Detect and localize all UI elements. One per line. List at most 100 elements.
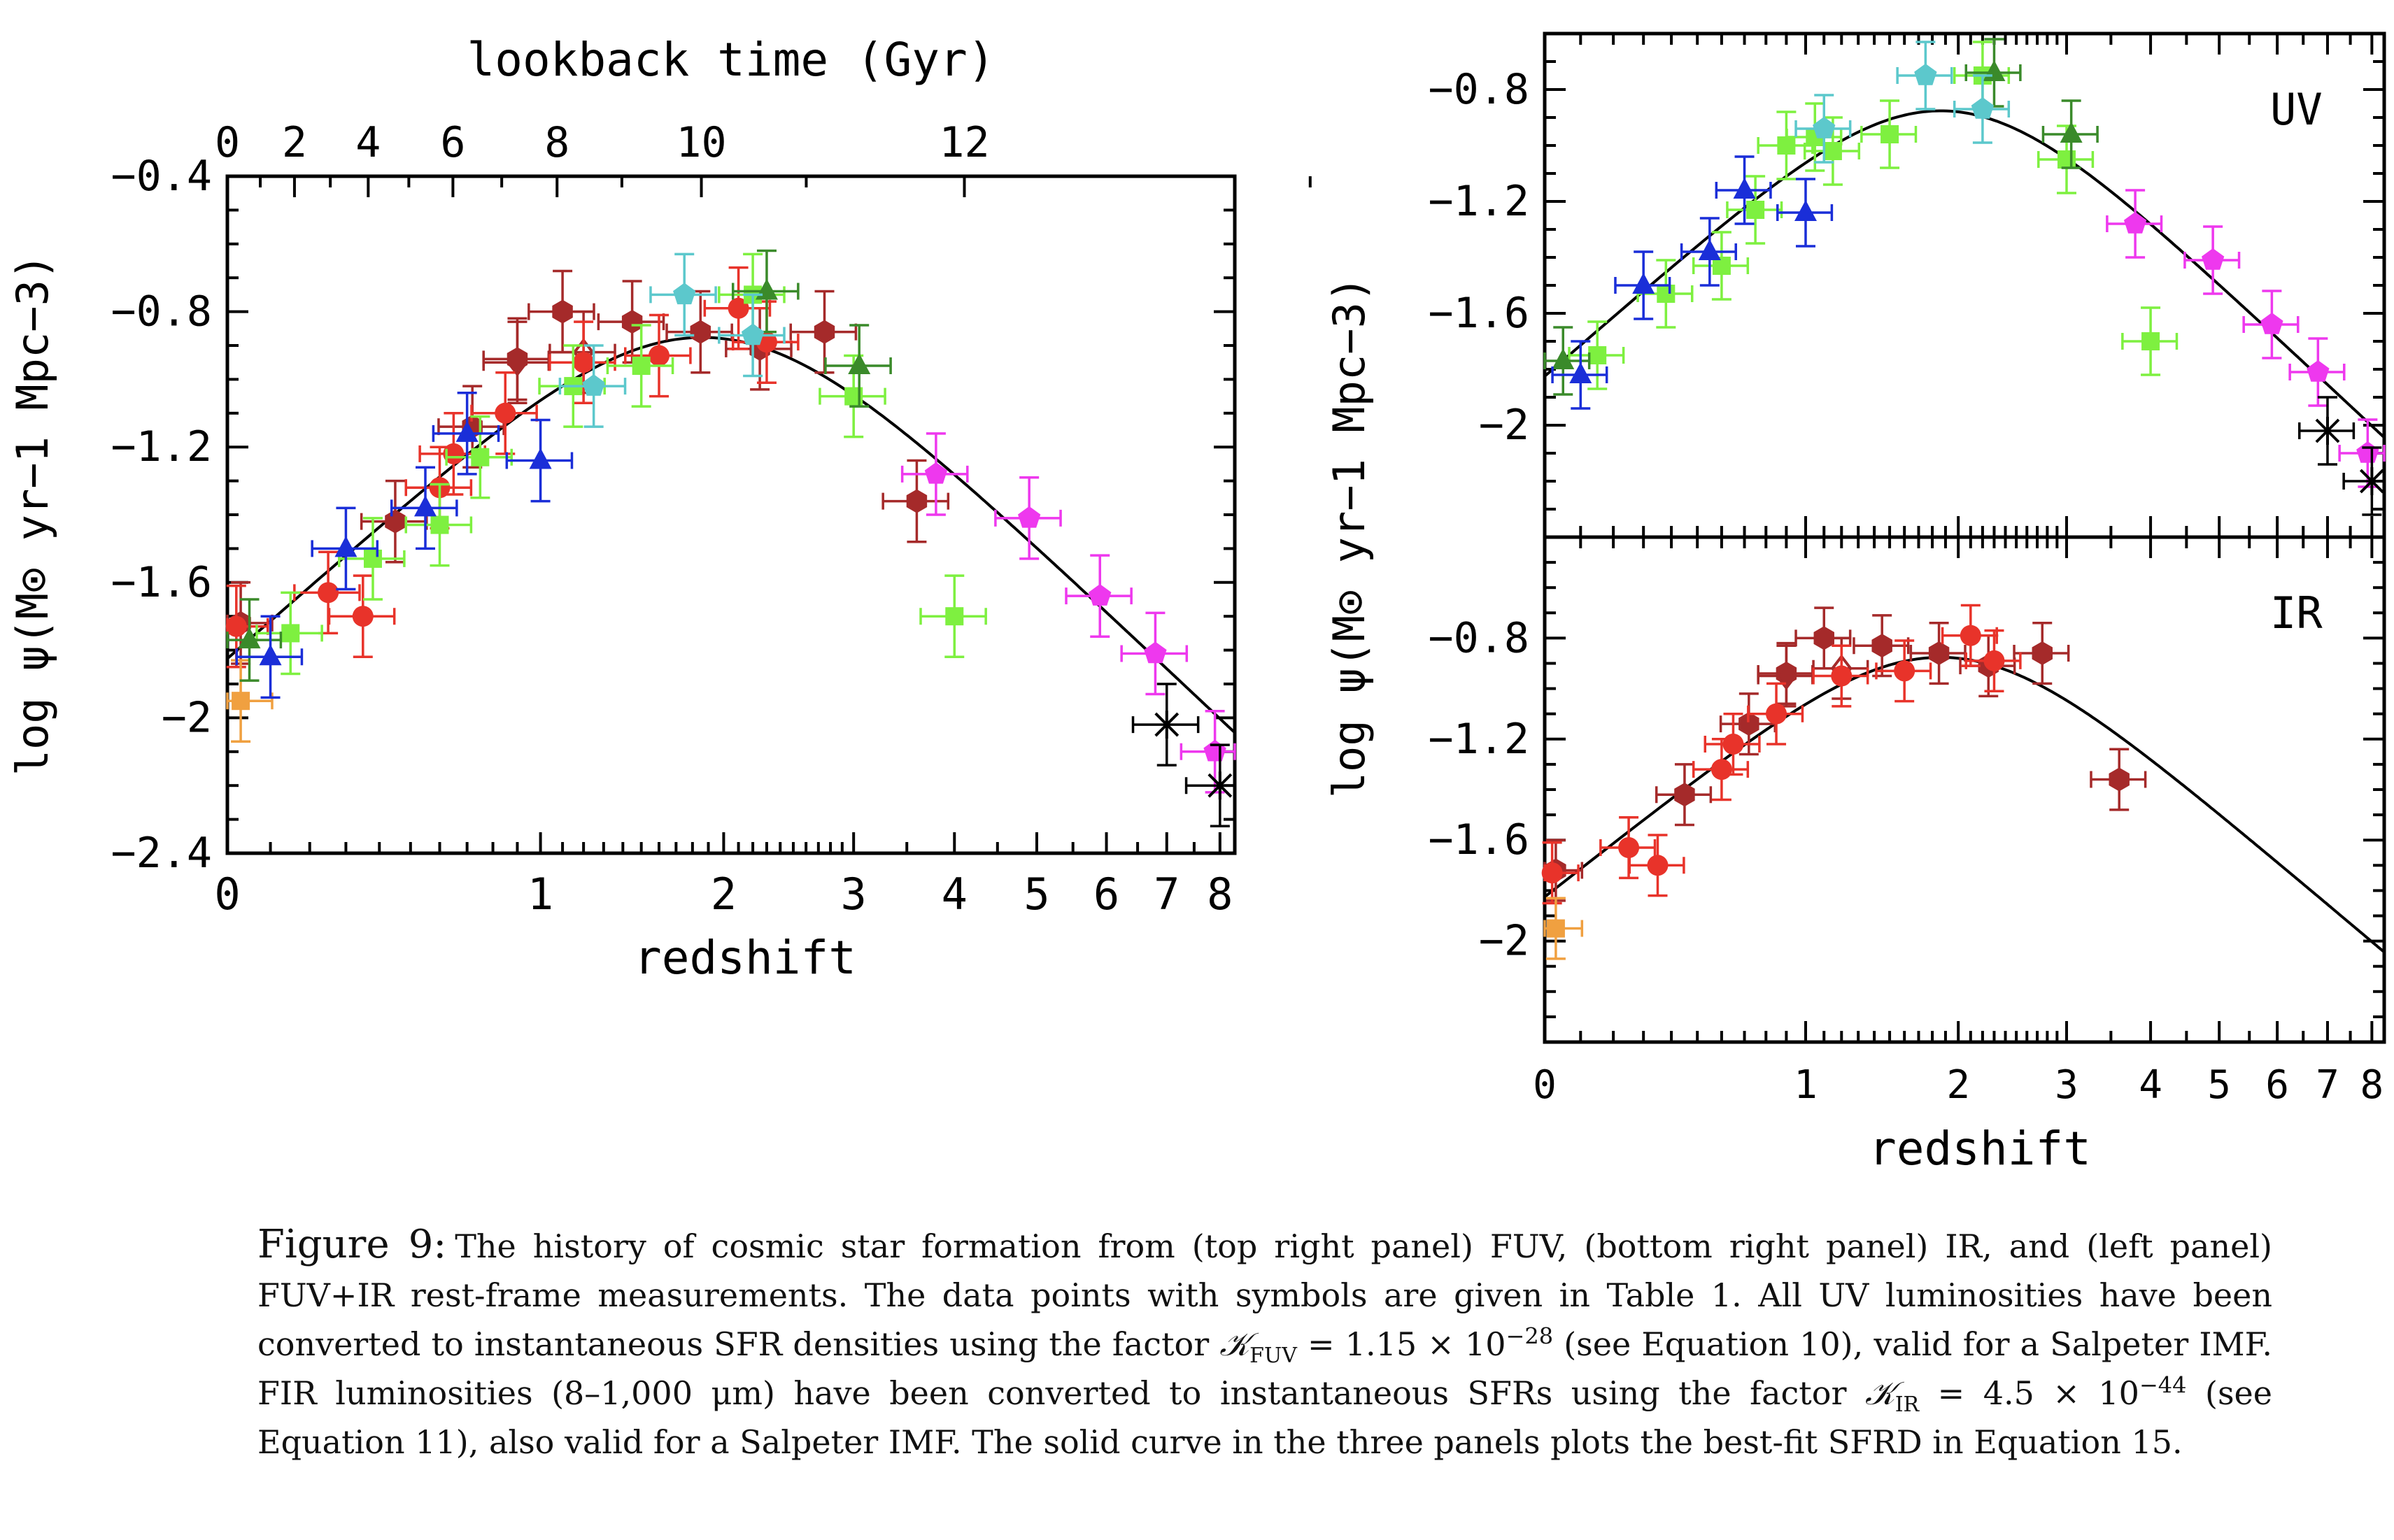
- data-point: [690, 320, 711, 344]
- right-y-axis-label: log ψ(M⊙ yr−1 Mpc−3): [1324, 276, 1375, 799]
- data-point: [2032, 641, 2053, 666]
- right-bottom-panel-ir: 0 1 2 3 4 5 6 7 8 −0.8 −1.2 −1.6 −2 IR redshift log …: [1324, 276, 2386, 1176]
- kfuv-symbol: 𝒦: [1219, 1325, 1250, 1363]
- data-point: [1657, 285, 1676, 303]
- top-tick-label: 4: [355, 118, 381, 167]
- data-point: [1588, 346, 1607, 364]
- data-point: [1738, 712, 1759, 736]
- data-point: [443, 443, 465, 464]
- left-top-axis-label: lookback time (Gyr): [467, 33, 996, 87]
- data-point: [2356, 441, 2379, 463]
- data-point: [281, 624, 300, 643]
- best-fit-sfrd-curve: [1543, 109, 2386, 439]
- y-tick-label: −2.4: [111, 829, 213, 878]
- data-point: [848, 353, 871, 375]
- kir-exponent: −44: [2139, 1371, 2187, 1399]
- data-point: [2260, 313, 2283, 334]
- top-tick-label: 8: [544, 118, 569, 167]
- data-point: [1983, 650, 2005, 671]
- left-plot-frame: [225, 174, 1237, 855]
- x-tick-label: 3: [841, 869, 867, 920]
- data-point: [2141, 332, 2160, 350]
- data-point: [906, 489, 928, 513]
- x-tick-label: 1: [1794, 1062, 1818, 1108]
- data-point: [471, 448, 490, 466]
- y-tick-label: −2: [1479, 401, 1529, 450]
- y-tick-label: −2: [1479, 917, 1529, 966]
- kir-value: = 4.5 × 10: [1919, 1374, 2139, 1412]
- data-point: [1144, 641, 1167, 664]
- top-tick-label: 12: [939, 118, 989, 167]
- kir-subscript: IR: [1894, 1392, 1920, 1418]
- uv-data-points: [1543, 38, 2386, 516]
- x-tick-label: 1: [527, 869, 553, 920]
- x-tick-label: 4: [942, 869, 968, 920]
- x-tick-label: 5: [1024, 869, 1049, 920]
- x-tick-label: 7: [2316, 1062, 2339, 1108]
- data-point: [2123, 212, 2147, 234]
- data-point: [1871, 634, 1892, 658]
- error-bar: [482, 320, 551, 405]
- data-point: [1647, 855, 1669, 876]
- data-point: [1017, 506, 1041, 528]
- data-point: [385, 509, 406, 534]
- data-point: [1710, 759, 1732, 780]
- data-point: [1928, 641, 1950, 666]
- x-tick-label: 2: [711, 869, 737, 920]
- data-point: [1552, 348, 1575, 369]
- data-point: [1823, 142, 1842, 160]
- caption-text-1: The history of cosmic star formation fro…: [257, 1227, 2272, 1363]
- data-point: [1813, 117, 1836, 138]
- data-point: [673, 283, 696, 305]
- ir-axis-ticks: 0 1 2 3 4 5 6 7 8 −0.8 −1.2 −1.6 −2: [1429, 536, 2384, 1108]
- data-point: [506, 348, 528, 377]
- best-fit-sfrd-curve: [1543, 655, 2386, 953]
- x-tick-label: 2: [1946, 1062, 1970, 1108]
- data-point: [945, 607, 964, 626]
- y-tick-label: −0.8: [1429, 65, 1530, 114]
- data-point: [1632, 273, 1655, 294]
- x-tick-label: 8: [1207, 869, 1233, 920]
- y-tick-label: −1.2: [111, 422, 213, 471]
- data-point: [1546, 919, 1565, 938]
- data-point: [232, 692, 250, 711]
- data-point: [430, 515, 449, 534]
- kfuv-value: = 1.15 × 10: [1296, 1325, 1506, 1363]
- data-point: [455, 420, 479, 442]
- data-point: [2060, 122, 2083, 143]
- right-top-panel-uv: −0.8 −1.2 −1.6 −2 UV: [1429, 31, 2386, 539]
- y-tick-label: −2: [162, 693, 212, 742]
- data-point: [741, 323, 765, 345]
- data-point: [552, 299, 573, 324]
- caption-label: Figure 9:: [257, 1222, 447, 1267]
- x-tick-label: 0: [1533, 1062, 1557, 1108]
- data-point: [2315, 417, 2340, 445]
- uv-best-fit-curve: [1543, 109, 2386, 439]
- data-point: [649, 345, 670, 366]
- data-point: [1914, 64, 1937, 85]
- data-point: [363, 549, 382, 568]
- x-tick-label: 4: [2139, 1062, 2162, 1108]
- data-point: [924, 462, 948, 484]
- data-point: [1831, 665, 1853, 687]
- y-tick-label: −1.6: [1429, 289, 1530, 338]
- data-point: [2307, 360, 2330, 382]
- data-point: [1971, 97, 1995, 119]
- y-tick-label: −0.8: [111, 287, 213, 336]
- data-point: [259, 644, 282, 666]
- data-point: [352, 606, 374, 627]
- error-bar: [1757, 644, 1814, 708]
- data-point: [621, 310, 643, 334]
- uv-axis-ticks: −0.8 −1.2 −1.6 −2: [1429, 32, 2384, 539]
- caption-text-2: (see Equation 10), valid for a Salpeter …: [257, 1325, 2273, 1412]
- data-point: [814, 320, 835, 344]
- best-fit-sfrd-curve: [226, 336, 1236, 734]
- data-point: [1733, 178, 1756, 199]
- x-tick-label: 6: [1093, 869, 1119, 920]
- data-point: [1618, 837, 1640, 859]
- ir-best-fit-curve: [1543, 655, 2386, 953]
- data-point: [495, 402, 516, 424]
- uv-panel-label: UV: [2270, 84, 2323, 135]
- left-x-axis-label: redshift: [634, 931, 856, 985]
- data-point: [582, 374, 605, 396]
